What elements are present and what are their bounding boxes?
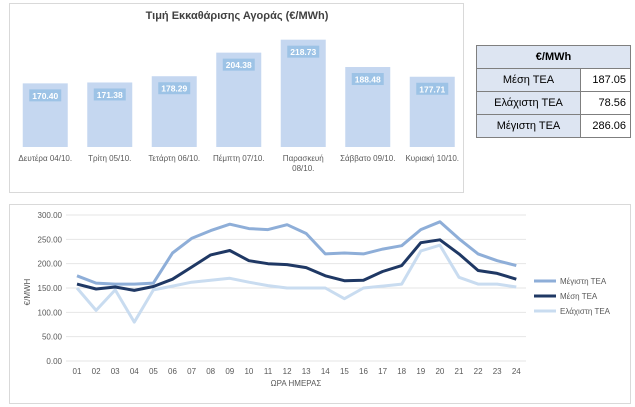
y-tick-label-6: 300.00 [38,211,63,220]
bar-value-label-2: 171.38 [97,90,123,100]
bar-category-label-7: Κυριακή 10/10. [405,154,459,163]
x-tick-label-16: 16 [359,367,368,376]
bar-value-label-7: 177.71 [419,84,445,94]
bar-category-label-3: Τετάρτη 06/10. [148,154,200,163]
bar-label-bg-4 [222,58,255,71]
x-tick-label-15: 15 [340,367,349,376]
bar-label-bg-3 [158,82,191,95]
x-tick-label-22: 22 [474,367,483,376]
bar-value-label-4: 204.38 [226,60,252,70]
x-tick-label-14: 14 [321,367,330,376]
x-tick-label-11: 11 [264,367,273,376]
bar-category-label-6: Σάββατο 09/10. [340,154,395,163]
x-tick-label-10: 10 [244,367,253,376]
legend-label-3: Ελάχιστη ΤΕΑ [560,307,611,316]
x-tick-label-18: 18 [397,367,406,376]
y-tick-label-3: 150.00 [38,284,63,293]
bar-label-bg-1 [29,89,62,102]
x-tick-label-19: 19 [416,367,425,376]
bar-category-label-4: Πέμπτη 07/10. [213,154,265,163]
x-tick-label-07: 07 [187,367,196,376]
x-tick-label-21: 21 [455,367,464,376]
bar-category-label-5-2: 08/10. [292,164,314,173]
line-chart: 0.00 50.00 100.00 150.00 200.00 250.00 300.00 0… [23,211,611,388]
table-row: Ελάχιστη ΤΕΑ 78.56 [476,91,631,115]
y-axis-label: €/MWH [23,278,32,305]
y-tick-label-1: 50.00 [42,333,63,342]
x-tick-label-13: 13 [302,367,311,376]
x-tick-label-04: 04 [130,367,139,376]
x-tick-label-09: 09 [225,367,234,376]
tea-summary-table: €/MWh Μέση ΤΕΑ 187.05 Ελάχιστη ΤΕΑ 78.56… [476,45,631,138]
bar-value-label-6: 188.48 [355,75,381,85]
row-value-min: 78.56 [580,91,631,115]
series-line-1 [76,220,517,286]
x-tick-label-01: 01 [73,367,82,376]
x-tick-label-03: 03 [111,367,120,376]
row-label-min: Ελάχιστη ΤΕΑ [476,91,581,115]
legend-label-1: Μέγιστη ΤΕΑ [560,277,607,286]
series-line-3 [75,243,517,324]
bar-category-label-1: Δευτέρα 04/10. [18,154,72,163]
bar-label-bg-2 [93,88,126,101]
legend-label-2: Μέση ΤΕΑ [560,292,598,301]
y-tick-label-4: 200.00 [38,260,63,269]
series-line-2 [76,238,517,292]
row-value-mean: 187.05 [580,68,631,92]
bar-value-label-1: 170.40 [32,91,58,101]
x-tick-label-24: 24 [512,367,521,376]
y-tick-label-0: 0.00 [46,357,62,366]
x-tick-label-05: 05 [149,367,158,376]
bar-chart: Τιμή Εκκαθάρισης Αγοράς (€/MWh) 170.40 Δε… [18,10,459,173]
x-tick-label-20: 20 [435,367,444,376]
row-label-mean: Μέση ΤΕΑ [476,68,581,92]
bar-label-bg-5 [287,45,320,58]
bar-label-bg-6 [351,73,384,86]
bar-category-label-5-1: Παρασκευή [283,154,324,163]
bar-category-label-2: Τρίτη 05/10. [88,154,131,163]
table-header: €/MWh [476,45,631,69]
y-tick-label-2: 100.00 [38,308,63,317]
x-tick-label-23: 23 [493,367,502,376]
bar-value-label-3: 178.29 [161,84,187,94]
x-tick-label-12: 12 [283,367,292,376]
x-axis-label: ΩΡΑ ΗΜΕΡΑΣ [271,379,322,388]
table-header-row: €/MWh [476,45,631,69]
bar-value-label-5: 218.73 [290,47,316,57]
row-value-max: 286.06 [580,114,631,138]
line-chart-panel [9,204,631,404]
bar-label-bg-7 [416,82,449,95]
row-label-max: Μέγιστη ΤΕΑ [476,114,581,138]
x-tick-label-17: 17 [378,367,387,376]
bar-chart-title: Τιμή Εκκαθάρισης Αγοράς (€/MWh) [146,10,329,22]
x-tick-label-02: 02 [92,367,101,376]
x-tick-label-06: 06 [168,367,177,376]
table-row: Μέση ΤΕΑ 187.05 [476,68,631,92]
y-tick-label-5: 250.00 [38,235,63,244]
table-row: Μέγιστη ΤΕΑ 286.06 [476,114,631,138]
x-tick-label-08: 08 [206,367,215,376]
